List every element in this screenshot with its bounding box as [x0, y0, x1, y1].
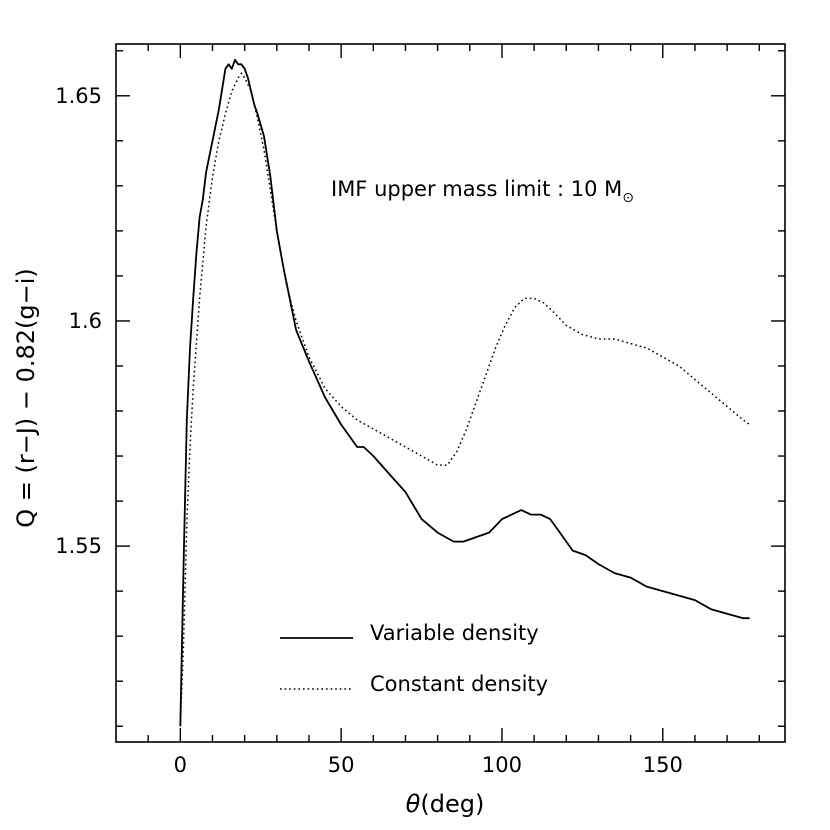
legend-label-variable-density: Variable density — [370, 621, 539, 645]
x-axis-label-unit: (deg) — [420, 790, 484, 818]
plot-frame — [115, 43, 786, 743]
y-tick-label: 1.6 — [69, 309, 102, 333]
legend: Variable density Constant density — [280, 621, 548, 696]
y-axis-label: Q = (r−J) − 0.82(g−i) — [12, 268, 40, 528]
x-tick-label: 150 — [643, 753, 683, 777]
x-tick-label: 0 — [174, 753, 187, 777]
series-group — [179, 58, 751, 727]
x-tick-label: 50 — [328, 753, 355, 777]
annotation: IMF upper mass limit : 10 M⊙ — [331, 177, 634, 206]
axis-ticks — [116, 44, 785, 742]
x-axis-label-symbol: θ — [406, 790, 421, 818]
annotation-subscript: ⊙ — [622, 190, 634, 206]
y-tick-label: 1.65 — [55, 84, 102, 108]
series-line-variable-density — [179, 58, 750, 727]
x-axis-label: θ(deg) — [406, 790, 485, 818]
annotation-text: IMF upper mass limit : 10 M — [331, 177, 622, 201]
tick-labels: 0 50 100 150 1.55 1.6 1.65 — [55, 84, 683, 777]
y-tick-label: 1.55 — [55, 534, 102, 558]
legend-label-constant-density: Constant density — [370, 672, 548, 696]
x-tick-label: 100 — [482, 753, 522, 777]
